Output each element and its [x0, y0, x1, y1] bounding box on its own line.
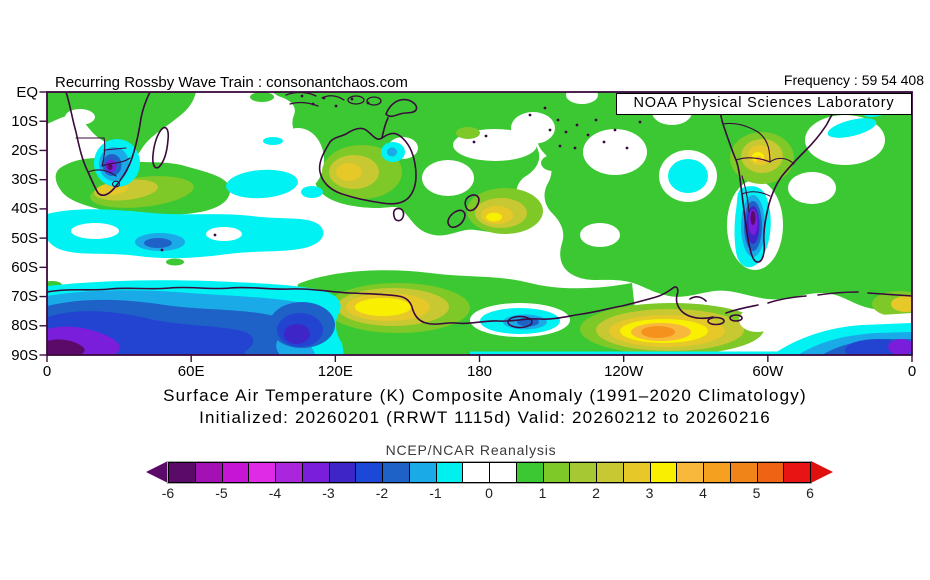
cold-east-antarctica	[47, 280, 344, 355]
colorbar-tick-5: 5	[752, 485, 761, 501]
colorbar-tick--5: -5	[215, 485, 228, 501]
colorbar-left-arrow	[146, 461, 168, 483]
data-source-label: NCEP/NCAR Reanalysis	[385, 442, 557, 458]
lon-axis-ticks	[46, 355, 913, 362]
colorbar-cell-12	[490, 462, 517, 482]
colorbar-tick-2: 2	[592, 485, 600, 501]
colorbar-cell-1	[195, 462, 223, 482]
noaa-psl-box: NOAA Physical Sciences Laboratory	[616, 93, 912, 115]
lat-label-20S: 20S	[11, 141, 38, 159]
lat-label-10S: 10S	[11, 112, 38, 130]
australia-coast	[318, 127, 417, 205]
lon-label-6-0: 0	[907, 363, 917, 380]
lon-label-0-0: 0	[42, 363, 52, 380]
colorbar-cell-0	[169, 462, 196, 482]
colorbar-cells	[168, 461, 811, 483]
plot-subtitle: Initialized: 20260201 (RRWT 1115d) Valid…	[199, 408, 771, 427]
colorbar-cell-10	[436, 462, 464, 482]
colorbar-cell-18	[650, 462, 678, 482]
lat-label-30S: 30S	[11, 171, 38, 189]
island-dots	[160, 94, 642, 252]
colorbar-cell-11	[463, 462, 490, 482]
frequency-label: Frequency : 59 54 408	[783, 72, 924, 88]
colorbar-tick--1: -1	[429, 485, 442, 501]
lon-label-3-180: 180	[466, 363, 493, 380]
antarctica-coast	[47, 286, 674, 325]
colorbar-cell-15	[570, 462, 597, 482]
lat-label-EQ: EQ	[16, 83, 38, 101]
colorbar-tick--4: -4	[268, 485, 282, 501]
colorbar-tick-1: 1	[538, 485, 547, 501]
colorbar-tick-4: 4	[699, 485, 707, 501]
lon-label-1-60E: 60E	[177, 363, 205, 380]
lat-label-90S: 90S	[11, 346, 38, 364]
anomaly-map	[39, 91, 913, 362]
coastlines	[47, 92, 912, 329]
colorbar-cell-23	[784, 462, 810, 482]
colorbar-cell-3	[249, 462, 276, 482]
lat-label-70S: 70S	[11, 288, 38, 306]
cold-southern-ocean-band	[47, 209, 324, 259]
colorbar-cell-17	[623, 462, 651, 482]
cold-indian-ocean-patches	[226, 137, 323, 199]
warm-right-edge	[872, 291, 912, 317]
colorbar-tick--3: -3	[322, 485, 335, 501]
warm-west-antarctica	[580, 303, 775, 355]
colorbar-tick--6: -6	[161, 485, 175, 501]
colorbar-right-arrow	[811, 461, 833, 483]
cold-atlantic-sector-pole	[470, 313, 912, 355]
warm-east-of-new-zealand	[467, 188, 543, 234]
cold-south-africa	[94, 139, 140, 187]
lat-label-60S: 60S	[11, 258, 38, 276]
noaa-psl-label: NOAA Physical Sciences Laboratory	[633, 95, 895, 111]
colorbar-cell-13	[516, 462, 544, 482]
colorbar-cell-16	[597, 462, 624, 482]
south-america-coast	[716, 92, 849, 263]
colorbar-cell-21	[730, 462, 758, 482]
colorbar-cell-14	[543, 462, 571, 482]
lon-label-2-120E: 120E	[317, 363, 353, 380]
colorbar-cell-8	[383, 462, 410, 482]
lon-label-4-120W: 120W	[604, 363, 644, 380]
colorbar-tick--2: -2	[375, 485, 389, 501]
lat-label-80S: 80S	[11, 317, 38, 335]
colorbar-cell-2	[222, 462, 250, 482]
colorbar-tick-3: 3	[645, 485, 654, 501]
africa-borders	[75, 137, 131, 188]
colorbar-tick-0: 0	[485, 485, 493, 501]
antarctic-peninsula-coast	[672, 286, 714, 320]
warm-east-antarctic-coast	[326, 283, 470, 333]
lat-label-50S: 50S	[11, 229, 38, 247]
wave-train-source-label: Recurring Rossby Wave Train : consonantc…	[55, 74, 408, 91]
new-zealand-south	[447, 209, 466, 228]
colorbar-cell-19	[677, 462, 704, 482]
colorbar-cell-7	[356, 462, 383, 482]
colorbar	[146, 461, 833, 483]
new-guinea-coast	[385, 98, 418, 118]
south-america-borders	[722, 122, 795, 213]
colorbar-cell-6	[329, 462, 357, 482]
colorbar-cell-22	[757, 462, 785, 482]
lat-label-40S: 40S	[11, 200, 38, 218]
colorbar-cell-9	[409, 462, 437, 482]
cold-chile-coast	[668, 159, 708, 193]
colorbar-cell-20	[704, 462, 731, 482]
warm-australia-interior	[322, 127, 480, 199]
lat-axis-ticks	[39, 91, 47, 356]
lon-label-5-60W: 60W	[752, 363, 784, 380]
colorbar-cell-4	[276, 462, 303, 482]
madagascar-coast	[152, 126, 170, 169]
cold-east-australia	[381, 142, 405, 162]
new-zealand-north	[464, 194, 480, 212]
colorbar-tick-6: 6	[806, 485, 814, 501]
colorbar-cell-5	[302, 462, 330, 482]
tasmania-coast	[392, 207, 405, 222]
plot-title: Surface Air Temperature (K) Composite An…	[163, 386, 807, 405]
